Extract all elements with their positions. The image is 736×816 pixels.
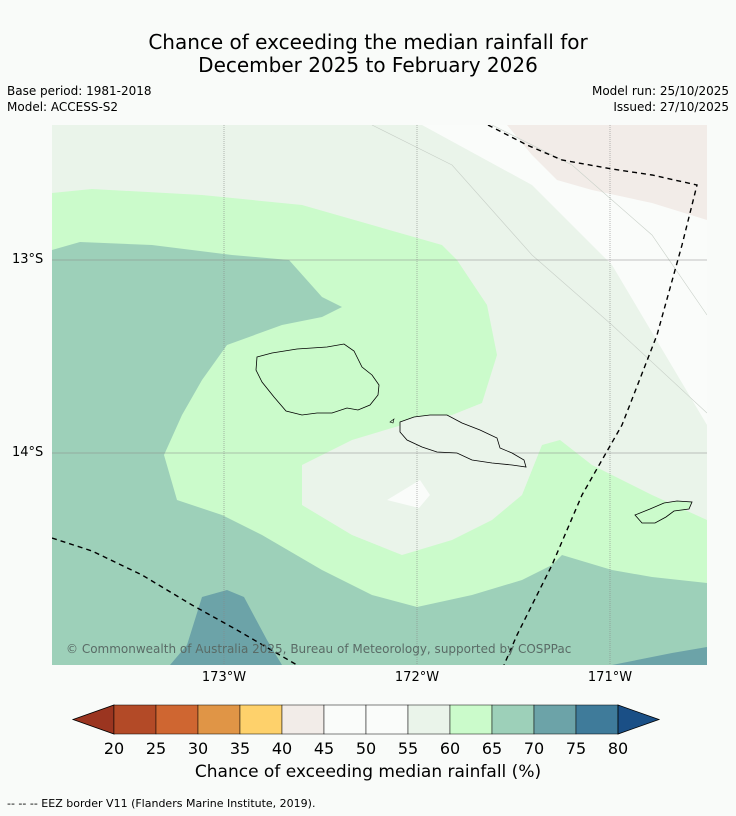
colorbar-tick-label: 55: [398, 739, 418, 758]
colorbar-segment: [281, 704, 325, 735]
title-line-1: Chance of exceeding the median rainfall …: [148, 30, 588, 54]
lat-label-13: 13°S: [12, 252, 44, 267]
region-white-patch: [387, 480, 430, 508]
colorbar-segment: [239, 704, 283, 735]
region-65-70: [52, 242, 707, 665]
lon-label-171: 171°W: [587, 670, 633, 685]
colorbar-tick-label: 25: [146, 739, 166, 758]
lat-label-14: 14°S: [12, 445, 44, 460]
savaii-island: [255, 343, 380, 416]
colorbar-tick-label: 80: [608, 739, 628, 758]
colorbar-tick-label: 70: [524, 739, 544, 758]
colorbar-segment: [491, 704, 535, 735]
map-area: © Commonwealth of Australia 2025, Bureau…: [51, 124, 708, 666]
map-svg: © Commonwealth of Australia 2025, Bureau…: [51, 124, 708, 666]
model-run: Model run: 25/10/2025: [591, 84, 729, 98]
colorbar-tick-label: 60: [440, 739, 460, 758]
contour-line: [371, 124, 708, 414]
lon-label-173: 173°W: [201, 670, 247, 685]
copyright-text: © Commonwealth of Australia 2025, Bureau…: [66, 642, 571, 656]
colorbar-segment: [533, 704, 577, 735]
colorbar-tick-label: 30: [188, 739, 208, 758]
lon-label-172: 172°W: [394, 670, 440, 685]
tutuila-island: [634, 500, 693, 524]
colorbar-tick-label: 20: [104, 739, 124, 758]
colorbar-segment: [449, 704, 493, 735]
eez-border-east: [487, 124, 698, 666]
meta-left: Base period: 1981-2018 Model: ACCESS-S2: [7, 83, 152, 115]
base-period: Base period: 1981-2018: [7, 84, 152, 98]
colorbar-segment: [197, 704, 241, 735]
model-name: Model: ACCESS-S2: [7, 100, 119, 114]
colorbar-segment: [155, 704, 199, 735]
graticule: [52, 125, 707, 665]
issued-date: Issued: 27/10/2025: [613, 100, 729, 114]
islet: [389, 418, 395, 424]
contour-line: [491, 124, 708, 316]
footer-note: -- -- -- EEZ border V11 (Flanders Marine…: [7, 797, 316, 810]
colorbar-tick-label: 40: [272, 739, 292, 758]
colorbar-segment: [407, 704, 451, 735]
colorbar-segment: [323, 704, 367, 735]
colorbar-tick-label: 45: [314, 739, 334, 758]
colorbar-extend-high: [617, 704, 661, 735]
eez-border-southwest: [51, 537, 298, 666]
region-40-45: [507, 125, 707, 220]
region-70-75-west: [170, 590, 282, 665]
colorbar-label: Chance of exceeding median rainfall (%): [194, 762, 542, 782]
map-title: Chance of exceeding the median rainfall …: [0, 31, 736, 77]
colorbar-segment: [575, 704, 619, 735]
colorbar-tick-label: 65: [482, 739, 502, 758]
colorbar: 20 25 30 35 40 45 50 55 60 65 70 75 80: [71, 704, 661, 758]
eez-border: [51, 124, 698, 666]
colorbar-tick-label: 35: [230, 739, 250, 758]
colorbar-tick-label: 75: [566, 739, 586, 758]
colorbar-tick-label: 50: [356, 739, 376, 758]
colorbar-extend-low: [71, 704, 115, 735]
colorbar-segment: [113, 704, 157, 735]
upolu-island: [399, 414, 527, 468]
meta-right: Model run: 25/10/2025 Issued: 27/10/2025: [592, 83, 729, 115]
title-line-2: December 2025 to February 2026: [198, 53, 538, 77]
region-70-75-east: [612, 647, 707, 665]
colorbar-segment: [365, 704, 409, 735]
